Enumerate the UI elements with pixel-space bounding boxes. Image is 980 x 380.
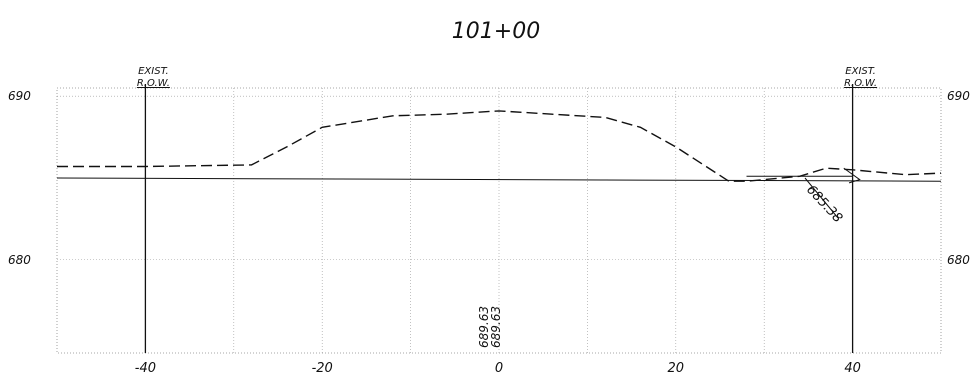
right-elevation-label: 685.38: [803, 182, 845, 226]
y-tick-label-right: 680: [947, 253, 970, 267]
x-tick-label: -20: [312, 361, 333, 376]
row-markers: EXIST.R.O.W.EXIST.R.O.W.: [137, 66, 877, 353]
x-tick-label: 0: [495, 361, 503, 376]
row-label-bottom: R.O.W.: [137, 78, 170, 89]
centerline-elevation-label: 689.63: [489, 306, 503, 348]
row-label-top: EXIST.: [138, 66, 169, 77]
tick-labels: -40 -20 0 20 40 690 690 680 680: [8, 89, 970, 376]
row-label-bottom: R.O.W.: [844, 78, 877, 89]
y-tick-label-right: 690: [947, 89, 970, 103]
right-elevation-callout: 685.38: [803, 177, 845, 226]
section-title: 101+00: [452, 19, 540, 44]
y-tick-label-left: 690: [8, 89, 31, 103]
y-tick-label-left: 680: [8, 253, 31, 267]
elevation-leader-line: [804, 177, 839, 219]
x-tick-label: 40: [844, 361, 861, 376]
row-label-top: EXIST.: [845, 66, 876, 77]
reference-profile-line: [56, 177, 942, 182]
existing-ground-profile: [57, 110, 942, 182]
centerline-elevation-label: 689.63: [477, 306, 491, 348]
x-tick-label: 20: [668, 361, 685, 376]
x-tick-label: -40: [135, 361, 156, 376]
